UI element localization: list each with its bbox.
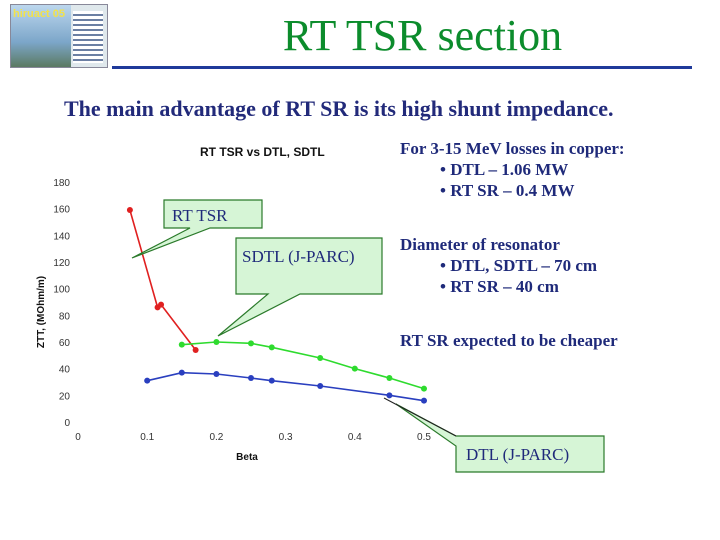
chart-axes: 0 20 40 60 80 100 120 140 160 180 0 0.1 0.2 0.3 0.4 0.5…	[36, 178, 431, 463]
y-tick-label: 140	[53, 231, 70, 242]
logo-lines	[73, 11, 103, 63]
sdtl-callout-label: SDTL (J-PARC)	[242, 247, 355, 266]
diameter-heading: Diameter of resonator	[400, 235, 560, 254]
slide-title: RT TSR section	[282, 11, 563, 60]
series-line-1	[181, 341, 425, 390]
series-2-point	[421, 397, 427, 404]
x-tick-label: 0.4	[348, 432, 362, 443]
x-tick-label: 0	[75, 432, 81, 443]
series-1-point	[178, 341, 185, 348]
dtl-callout-pointer	[383, 397, 457, 437]
x-tick-label: 0.3	[279, 432, 293, 443]
series-1-point	[248, 340, 254, 347]
dtl-callout-label: DTL (J-PARC)	[466, 445, 569, 464]
y-tick-label: 60	[59, 338, 71, 349]
series-2-point	[268, 377, 275, 384]
y-tick-label: 80	[59, 311, 71, 322]
series-2-point	[317, 383, 324, 389]
conference-logo: hiruact 05	[10, 4, 108, 68]
diameter-rtsr: • RT SR – 40 cm	[440, 277, 559, 296]
losses-heading: For 3-15 MeV losses in copper:	[400, 139, 625, 158]
series-0-point	[126, 207, 133, 213]
losses-note: For 3-15 MeV losses in copper: • DTL – 1…	[400, 138, 675, 212]
losses-rtsr: • RT SR – 0.4 MW	[440, 181, 575, 200]
series-1-point	[213, 339, 220, 345]
series-1-point	[351, 365, 358, 372]
cost-note: RT SR expected to be cheaper	[400, 330, 675, 354]
y-axis-label: ZTT, (MOhm/m)	[36, 276, 47, 348]
series-1-point	[421, 385, 427, 392]
y-tick-label: 180	[53, 178, 70, 189]
sdtl-callout	[217, 237, 383, 337]
series-2-point	[386, 392, 393, 399]
series-0-point	[158, 301, 165, 308]
x-tick-label: 0.5	[417, 432, 431, 443]
y-tick-label: 20	[59, 391, 71, 402]
chart-title: RT TSR vs DTL, SDTL	[200, 145, 325, 159]
logo-text: hiruact 05	[13, 8, 65, 20]
series-1-point	[268, 344, 275, 351]
diameter-dtl: • DTL, SDTL – 70 cm	[440, 256, 598, 275]
x-tick-label: 0.1	[140, 432, 154, 443]
series-1-point	[317, 355, 324, 361]
rt-tsr-callout	[131, 199, 263, 259]
x-tick-label: 0.2	[209, 432, 223, 443]
x-axis-label: Beta	[236, 452, 258, 463]
chart-callouts: RT TSR SDTL (J-PARC) DTL (J-PARC)	[131, 199, 605, 473]
losses-dtl: • DTL – 1.06 MW	[440, 160, 569, 179]
series-2-point	[178, 369, 185, 376]
y-tick-label: 120	[53, 258, 70, 269]
diameter-note: Diameter of resonator • DTL, SDTL – 70 c…	[400, 234, 675, 308]
cost-note-text: RT SR expected to be cheaper	[400, 331, 618, 350]
series-2-point	[144, 377, 151, 384]
y-tick-label: 100	[53, 285, 70, 296]
series-2-point	[213, 371, 220, 377]
y-tick-label: 40	[59, 365, 71, 376]
series-1-point	[386, 375, 393, 381]
series-2-point	[248, 375, 254, 381]
y-tick-label: 160	[53, 205, 70, 216]
rt-tsr-callout-label: RT TSR	[172, 206, 228, 225]
logo-photo	[11, 5, 71, 67]
series-0-point	[192, 347, 199, 353]
series-line-2	[147, 371, 425, 402]
slide-subtitle: The main advantage of RT SR is its high …	[64, 96, 614, 121]
y-tick-label: 0	[64, 418, 70, 429]
chart-series	[126, 207, 427, 404]
title-underline	[112, 66, 692, 69]
